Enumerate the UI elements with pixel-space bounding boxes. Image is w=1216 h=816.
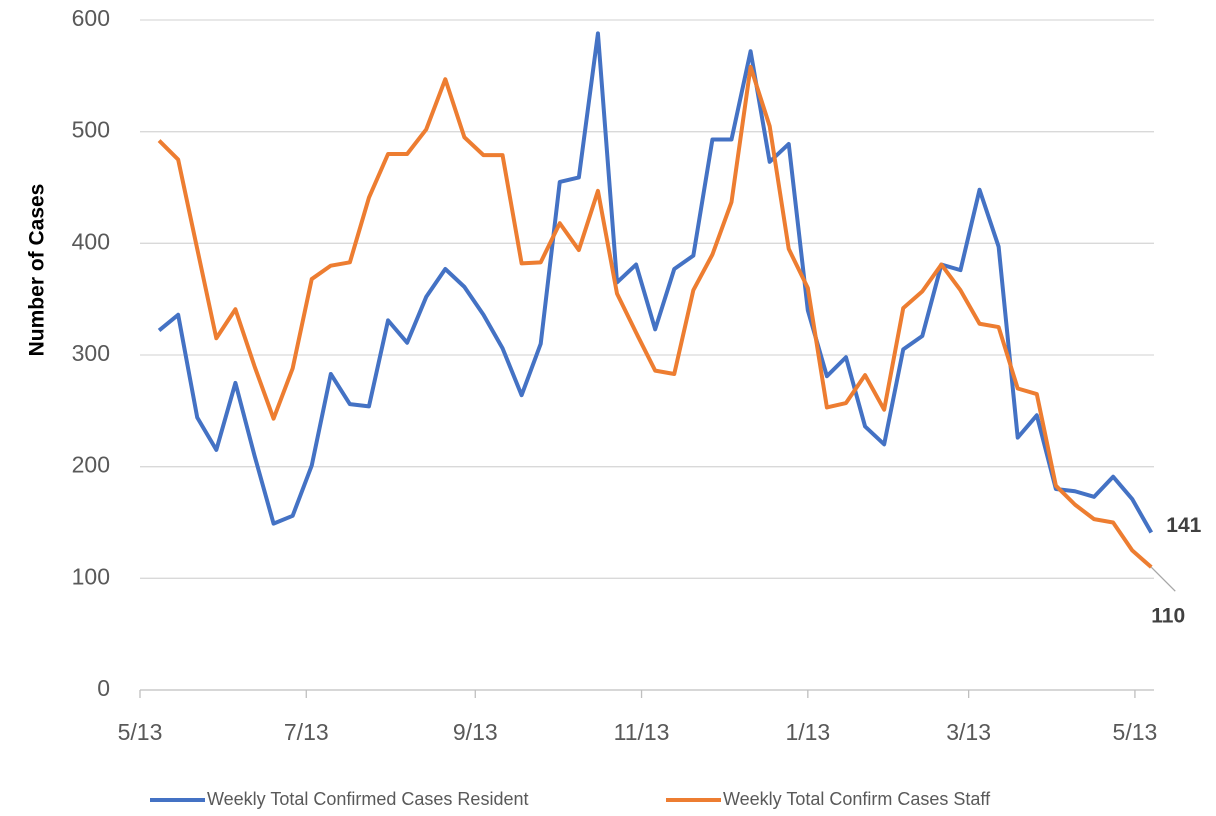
series-line — [157, 31, 1154, 534]
data-label: 141 — [1166, 514, 1201, 537]
x-tick-label: 3/13 — [946, 719, 991, 745]
y-tick-label: 100 — [72, 563, 110, 589]
x-tick-label: 11/13 — [614, 719, 670, 745]
y-tick-label: 300 — [72, 340, 110, 366]
x-tick-label: 5/13 — [118, 719, 163, 745]
y-tick-label: 400 — [72, 228, 110, 254]
legend-label: Weekly Total Confirmed Cases Resident — [207, 789, 528, 809]
y-tick-label: 0 — [97, 675, 110, 701]
legend-label: Weekly Total Confirm Cases Staff — [723, 789, 991, 809]
y-tick-label: 200 — [72, 452, 110, 478]
data-label: 110 — [1151, 605, 1185, 628]
leader-line — [1150, 566, 1176, 592]
series-line — [157, 64, 1153, 569]
x-tick-label: 1/13 — [785, 719, 830, 745]
y-tick-label: 500 — [72, 117, 110, 143]
x-tick-label: 9/13 — [453, 719, 498, 745]
y-axis-title: Number of Cases — [26, 184, 49, 357]
x-tick-label: 5/13 — [1113, 719, 1158, 745]
y-tick-label: 600 — [72, 5, 110, 31]
x-tick-label: 7/13 — [284, 719, 329, 745]
